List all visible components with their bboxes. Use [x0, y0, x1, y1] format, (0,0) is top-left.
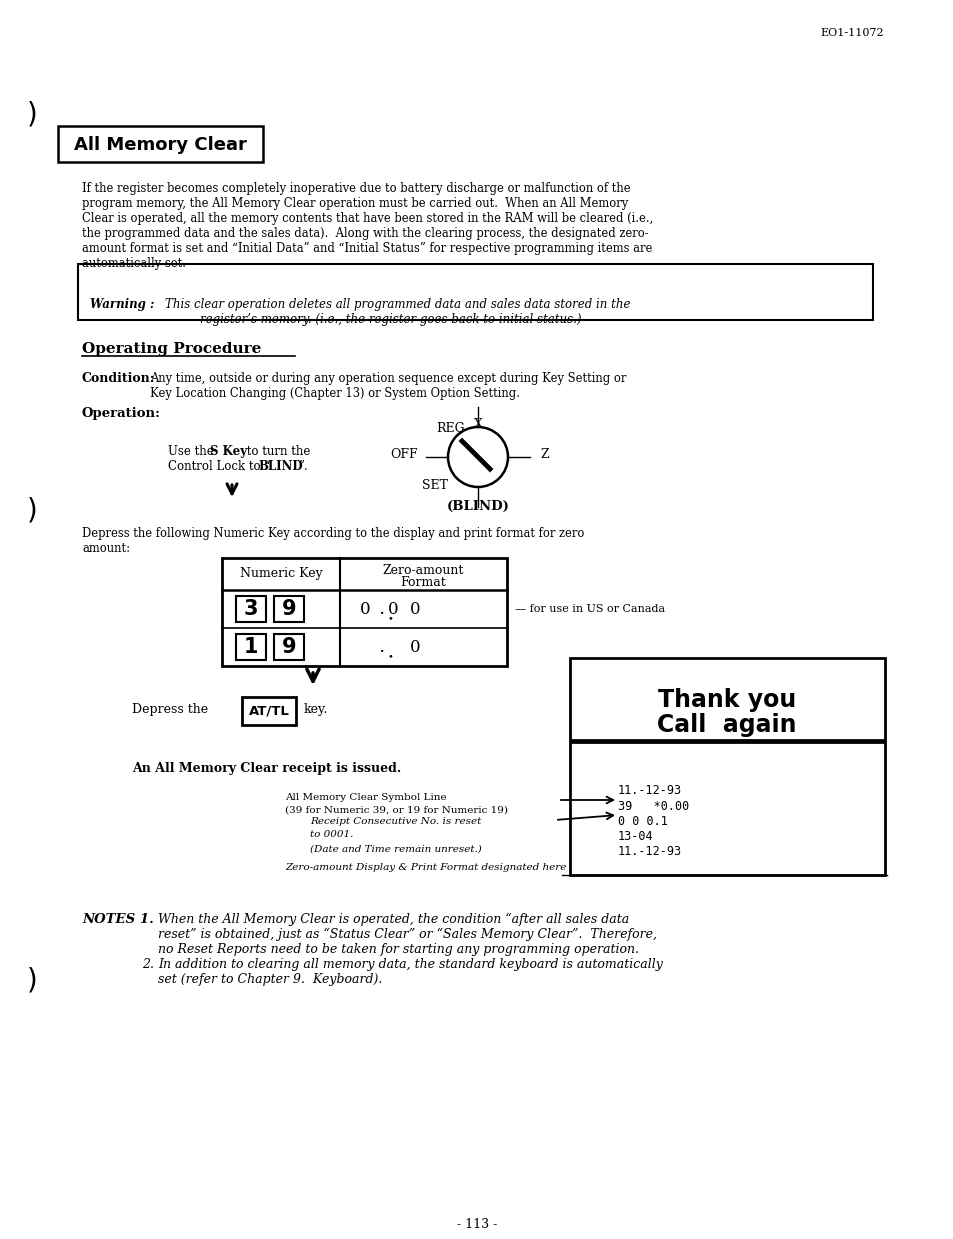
Text: Warning :: Warning : [90, 299, 158, 311]
Text: automatically set.: automatically set. [82, 256, 186, 270]
Text: Any time, outside or during any operation sequence except during Key Setting or: Any time, outside or during any operatio… [150, 372, 626, 385]
Text: register’s memory. (i.e., the register goes back to initial status.): register’s memory. (i.e., the register g… [200, 313, 581, 326]
Text: Call  again: Call again [657, 712, 796, 737]
Text: (Date and Time remain unreset.): (Date and Time remain unreset.) [310, 845, 481, 854]
Text: SET: SET [421, 479, 448, 492]
Text: 9: 9 [281, 598, 296, 620]
Text: Use the: Use the [168, 445, 217, 458]
Text: Thank you: Thank you [658, 688, 796, 712]
Bar [78, 264, 872, 320]
Text: — for use in US or Canada: — for use in US or Canada [515, 603, 664, 615]
Text: 9: 9 [281, 637, 296, 657]
Text: Zero-amount: Zero-amount [382, 564, 464, 576]
Text: 0: 0 [388, 601, 398, 617]
Text: NOTES 1.: NOTES 1. [82, 913, 153, 926]
Text: 0: 0 [359, 601, 370, 617]
Text: An All Memory Clear receipt is issued.: An All Memory Clear receipt is issued. [132, 762, 401, 776]
Text: Operating Procedure: Operating Procedure [82, 342, 261, 356]
Text: Depress the: Depress the [132, 704, 208, 716]
Text: ”.: ”. [297, 460, 308, 473]
Text: AT/TL: AT/TL [249, 705, 289, 717]
Text: 11.-12-93: 11.-12-93 [618, 845, 681, 857]
Text: Z: Z [539, 449, 548, 461]
Bar [235, 596, 266, 622]
Text: When the All Memory Clear is operated, the condition “after all sales data: When the All Memory Clear is operated, t… [158, 913, 629, 927]
Text: In addition to clearing all memory data, the standard keyboard is automatically: In addition to clearing all memory data,… [158, 958, 662, 971]
Bar [222, 558, 506, 667]
Text: ): ) [27, 496, 37, 524]
Bar [242, 698, 295, 725]
Text: 0: 0 [410, 601, 420, 617]
Text: OFF: OFF [390, 449, 417, 461]
Text: 0 0 0.1: 0 0 0.1 [618, 815, 667, 828]
Bar [58, 126, 263, 162]
Text: 39   *0.00: 39 *0.00 [618, 800, 688, 813]
Text: .: . [377, 600, 384, 618]
Text: EO1-11072: EO1-11072 [820, 28, 882, 38]
Bar [235, 634, 266, 660]
Text: Depress the following Numeric Key according to the display and print format for : Depress the following Numeric Key accord… [82, 527, 584, 540]
Text: This clear operation deletes all programmed data and sales data stored in the: This clear operation deletes all program… [165, 299, 630, 311]
Text: Receipt Consecutive No. is reset: Receipt Consecutive No. is reset [310, 817, 480, 826]
Text: All Memory Clear: All Memory Clear [73, 136, 246, 154]
Text: Numeric Key: Numeric Key [239, 567, 322, 581]
Text: 0: 0 [410, 638, 420, 655]
Text: reset” is obtained, just as “Status Clear” or “Sales Memory Clear”.  Therefore,: reset” is obtained, just as “Status Clea… [158, 928, 657, 942]
Text: If the register becomes completely inoperative due to battery discharge or malfu: If the register becomes completely inope… [82, 182, 630, 195]
Text: Control Lock to “: Control Lock to “ [168, 460, 270, 473]
Text: 2.: 2. [142, 958, 153, 971]
Text: to turn the: to turn the [243, 445, 310, 458]
Text: Condition:: Condition: [82, 372, 155, 385]
Text: no Reset Reports need to be taken for starting any programming operation.: no Reset Reports need to be taken for st… [158, 943, 639, 957]
Bar [569, 658, 884, 740]
Text: ): ) [27, 966, 37, 994]
Text: amount:: amount: [82, 541, 130, 555]
Text: Operation:: Operation: [82, 406, 161, 420]
Text: X: X [473, 418, 482, 431]
Text: program memory, the All Memory Clear operation must be carried out.  When an All: program memory, the All Memory Clear ope… [82, 197, 628, 209]
Text: amount format is set and “Initial Data” and “Initial Status” for respective prog: amount format is set and “Initial Data” … [82, 242, 652, 255]
Text: Clear is operated, all the memory contents that have been stored in the RAM will: Clear is operated, all the memory conten… [82, 212, 653, 225]
Text: REG: REG [436, 422, 464, 435]
Text: Key Location Changing (Chapter 13) or System Option Setting.: Key Location Changing (Chapter 13) or Sy… [150, 387, 519, 400]
Bar [274, 634, 304, 660]
Text: BLIND: BLIND [257, 460, 302, 473]
Text: set (refer to Chapter 9.  Keyboard).: set (refer to Chapter 9. Keyboard). [158, 973, 382, 986]
Text: ): ) [27, 102, 37, 129]
Text: Format: Format [400, 575, 446, 589]
Text: All Memory Clear Symbol Line: All Memory Clear Symbol Line [285, 793, 446, 802]
Text: the programmed data and the sales data).  Along with the clearing process, the d: the programmed data and the sales data).… [82, 227, 648, 240]
Text: 11.-12-93: 11.-12-93 [618, 784, 681, 797]
Text: .: . [377, 638, 384, 655]
Text: 13-04: 13-04 [618, 830, 653, 843]
Text: (BLIND): (BLIND) [446, 501, 509, 513]
Bar [569, 742, 884, 875]
Bar [274, 596, 304, 622]
Text: 3: 3 [244, 598, 258, 620]
Text: •: • [388, 653, 394, 662]
Text: (39 for Numeric 39, or 19 for Numeric 19): (39 for Numeric 39, or 19 for Numeric 19… [285, 807, 507, 815]
Text: S Key: S Key [210, 445, 247, 458]
Text: key.: key. [304, 704, 328, 716]
Text: •: • [388, 615, 394, 623]
Text: to 0001.: to 0001. [310, 830, 353, 839]
Text: Zero-amount Display & Print Format designated here: Zero-amount Display & Print Format desig… [285, 864, 566, 872]
Text: - 113 -: - 113 - [456, 1218, 497, 1232]
Text: 1: 1 [244, 637, 258, 657]
